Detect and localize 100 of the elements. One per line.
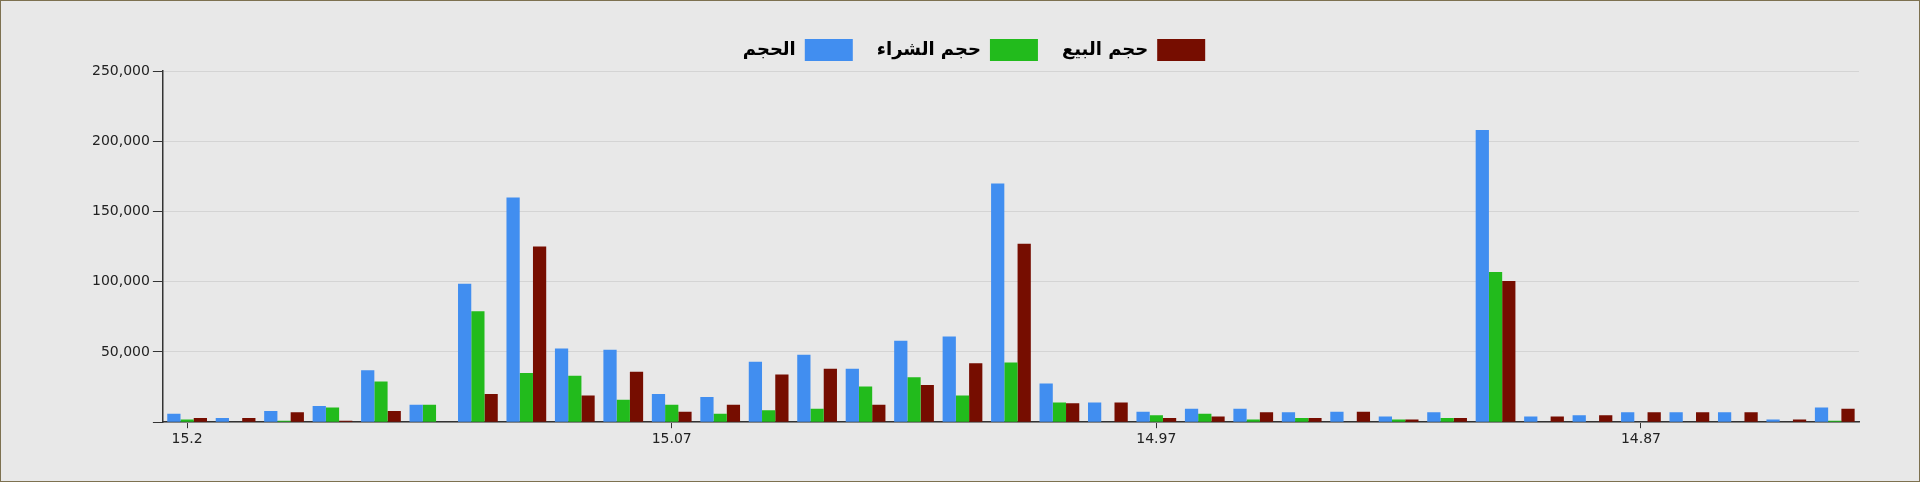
bar (700, 396, 714, 422)
bar (484, 394, 498, 422)
bar (1259, 412, 1274, 422)
x-tick-label: 14.87 (1620, 430, 1661, 447)
bar (665, 404, 679, 422)
bar (264, 410, 278, 422)
bar (872, 404, 886, 422)
bar (1621, 412, 1635, 422)
bar (1814, 407, 1829, 422)
bar (581, 395, 595, 422)
bar (616, 399, 630, 422)
bar (1841, 408, 1855, 422)
bar (678, 411, 692, 422)
bar (458, 283, 472, 422)
bar (215, 417, 229, 422)
bar (810, 408, 824, 422)
bar (1308, 417, 1322, 422)
bar (775, 374, 789, 422)
bar (422, 404, 437, 422)
bar (193, 417, 207, 422)
bar (1378, 416, 1393, 422)
bar (1295, 417, 1309, 422)
bar (532, 246, 547, 422)
bar (1453, 417, 1467, 422)
bar (797, 354, 811, 422)
bar (1149, 415, 1163, 422)
bar (1004, 362, 1018, 422)
y-tick-label: 50,000 (100, 342, 150, 359)
bar (1405, 419, 1419, 422)
bar (167, 413, 181, 422)
bar (1550, 416, 1564, 422)
bar (1356, 411, 1371, 422)
bar (1066, 403, 1080, 422)
bar (1184, 408, 1199, 422)
bar (858, 386, 873, 422)
bar (1136, 411, 1150, 422)
bar (1052, 402, 1067, 422)
bar (290, 412, 304, 422)
bar (629, 371, 644, 422)
legend-label: حجم البيع (1061, 37, 1149, 60)
bar (361, 370, 375, 422)
bar (1281, 412, 1296, 422)
bar (1392, 419, 1406, 422)
bar (1572, 415, 1586, 422)
y-tick-label: 200,000 (91, 131, 150, 148)
bar (726, 404, 741, 422)
bar (1744, 412, 1758, 422)
y-tick-label: 250,000 (91, 61, 150, 78)
bar (969, 363, 983, 422)
bar (603, 349, 617, 422)
y-tick-label: 150,000 (91, 202, 150, 219)
x-tick-label: 14.97 (1136, 430, 1177, 447)
bar (180, 419, 194, 422)
bar (748, 361, 763, 422)
bar (1440, 417, 1454, 422)
bar (568, 375, 582, 422)
bar (554, 348, 569, 422)
bar (920, 384, 934, 422)
bar (471, 311, 485, 422)
bar (519, 373, 533, 422)
bar (1198, 413, 1212, 422)
bar (1647, 412, 1661, 422)
bar (713, 413, 727, 422)
bar (1696, 412, 1710, 422)
bar (409, 404, 423, 422)
bar (325, 407, 340, 422)
y-tick-label: 100,000 (91, 272, 150, 289)
bar (1114, 402, 1128, 422)
bar (1792, 419, 1807, 422)
bar (1330, 411, 1344, 422)
x-tick-label: 15.07 (651, 430, 692, 447)
bar (506, 197, 520, 422)
bar (894, 340, 908, 422)
bar (651, 394, 666, 422)
bar (1246, 419, 1260, 422)
bar (312, 406, 326, 422)
bar (907, 377, 921, 422)
bar (387, 410, 401, 422)
bar (845, 368, 859, 422)
bar (762, 410, 776, 422)
bar (1233, 408, 1247, 422)
bar (242, 417, 256, 422)
x-tick-label: 15.2 (171, 430, 203, 447)
bar (1599, 415, 1613, 422)
legend-label: حجم الشراء (876, 37, 981, 60)
bar (1088, 402, 1102, 422)
bar (1502, 281, 1516, 422)
bar (1162, 417, 1177, 422)
bar (955, 395, 970, 422)
bar (942, 336, 956, 422)
bar (1717, 412, 1732, 422)
bar (1524, 416, 1538, 422)
legend-label: الحجم (742, 37, 796, 59)
bar (1039, 383, 1053, 422)
bar (991, 183, 1005, 422)
bar (1669, 412, 1683, 422)
bar (823, 368, 837, 422)
bar (1017, 243, 1031, 422)
bar (374, 381, 388, 422)
bar (1211, 416, 1225, 422)
